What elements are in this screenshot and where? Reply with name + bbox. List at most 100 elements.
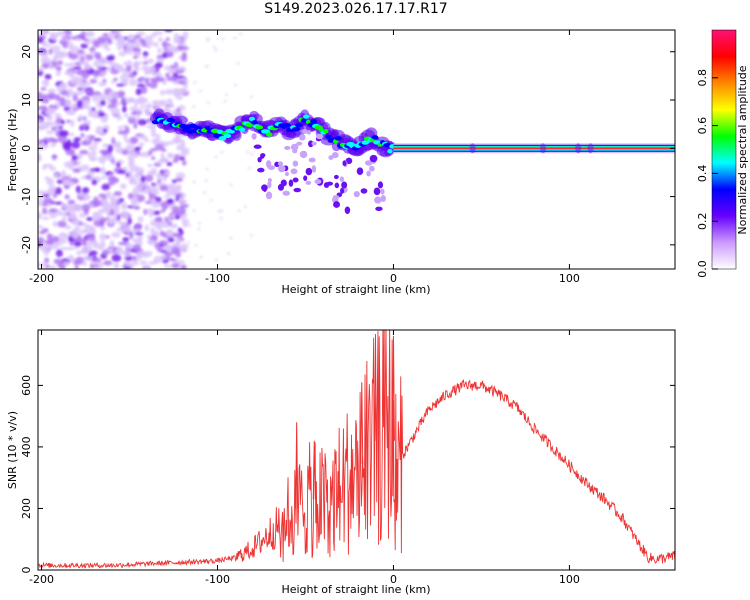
noise-blob xyxy=(49,211,58,219)
noise-blob xyxy=(131,255,138,261)
noise-blob xyxy=(48,208,58,213)
noise-blob xyxy=(135,167,145,175)
noise-blob xyxy=(80,140,88,146)
noise-blob xyxy=(176,66,183,71)
noise-blob xyxy=(107,98,113,106)
noise-blob xyxy=(53,173,59,179)
ridge-patch xyxy=(341,181,348,189)
noise-blob xyxy=(128,158,135,166)
noise-blob xyxy=(56,210,64,216)
noise-blob xyxy=(116,83,125,87)
ridge-patch xyxy=(332,195,340,200)
noise-blob xyxy=(181,54,187,62)
noise-blob xyxy=(78,81,85,89)
noise-blob xyxy=(151,198,157,205)
noise-blob xyxy=(95,125,104,132)
noise-blob xyxy=(136,97,145,103)
bottom-y-axis-label: SNR (10 * v/v) xyxy=(6,411,19,489)
noise-blob xyxy=(192,105,196,109)
noise-blob xyxy=(199,255,203,259)
noise-blob xyxy=(64,194,70,200)
noise-blob xyxy=(55,249,63,258)
noise-blob xyxy=(149,81,158,89)
noise-blob xyxy=(74,62,82,66)
noise-blob xyxy=(163,65,173,71)
noise-blob xyxy=(166,162,173,167)
noise-blob xyxy=(249,95,253,99)
noise-blob xyxy=(106,153,113,161)
noise-blob xyxy=(123,132,128,141)
noise-blob xyxy=(75,203,83,212)
noise-blob xyxy=(116,161,121,168)
noise-blob xyxy=(64,70,75,76)
noise-blob xyxy=(97,261,104,269)
noise-blob xyxy=(176,107,181,113)
ridge-patch xyxy=(298,134,306,141)
noise-blob xyxy=(64,225,72,230)
ridge-core xyxy=(318,126,324,132)
noise-blob xyxy=(250,152,254,156)
noise-blob xyxy=(107,181,115,186)
ridge-core xyxy=(204,125,211,131)
noise-blob xyxy=(75,256,85,265)
noise-blob xyxy=(243,205,247,208)
noise-blob xyxy=(174,210,185,216)
noise-blob xyxy=(122,213,130,219)
ridge-patch xyxy=(369,165,375,172)
noise-blob xyxy=(38,236,45,244)
colorbar-ticks: 0.0 0.2 0.4 0.6 0.8 xyxy=(696,69,718,278)
noise-blob xyxy=(99,149,109,154)
noise-blob xyxy=(82,241,88,247)
noise-blob xyxy=(125,173,130,177)
noise-blob xyxy=(249,234,253,237)
ridge-patch xyxy=(293,187,302,193)
noise-blob xyxy=(144,174,154,182)
noise-blob xyxy=(69,148,76,157)
noise-blob xyxy=(148,58,154,64)
noise-blob xyxy=(166,98,173,103)
noise-blob xyxy=(142,56,147,60)
noise-blob xyxy=(151,79,160,83)
noise-blob xyxy=(38,230,46,235)
ridge-patch xyxy=(331,152,339,159)
noise-blob xyxy=(93,60,101,68)
noise-blob xyxy=(182,38,186,42)
ridge-patch xyxy=(290,168,298,175)
noise-blob xyxy=(205,65,209,68)
noise-blob xyxy=(146,43,152,49)
ridge-patch xyxy=(260,153,266,158)
noise-blob xyxy=(82,261,87,267)
ridge-patch xyxy=(292,160,299,167)
noise-blob xyxy=(69,61,74,70)
noise-blob xyxy=(106,55,115,62)
noise-blob xyxy=(206,39,210,42)
noise-blob xyxy=(151,100,161,104)
noise-blob xyxy=(84,89,93,94)
noise-blob xyxy=(71,140,81,149)
noise-blob xyxy=(122,237,130,242)
noise-blob xyxy=(124,243,134,249)
noise-blob xyxy=(158,37,163,43)
noise-blob xyxy=(61,216,67,222)
noise-blob xyxy=(113,210,118,219)
ridge-patch xyxy=(356,167,364,175)
noise-blob xyxy=(112,112,121,116)
noise-blob xyxy=(186,241,190,244)
noise-blob xyxy=(117,130,127,135)
y-tick-label: 10 xyxy=(20,93,33,107)
noise-blob xyxy=(161,40,168,48)
noise-blob xyxy=(183,84,189,89)
ridge-core xyxy=(216,129,224,134)
noise-blob xyxy=(88,250,98,256)
noise-blob xyxy=(101,183,111,191)
ridge-patch xyxy=(344,206,351,214)
noise-blob xyxy=(73,226,81,233)
y-tick-label: 0 xyxy=(20,567,33,574)
noise-blob xyxy=(85,106,93,110)
ridge-patch xyxy=(251,133,257,140)
noise-blob xyxy=(62,40,69,48)
ridge-patch xyxy=(284,171,290,177)
noise-blob xyxy=(229,183,233,186)
noise-blob xyxy=(160,255,168,261)
noise-blob xyxy=(92,242,99,249)
